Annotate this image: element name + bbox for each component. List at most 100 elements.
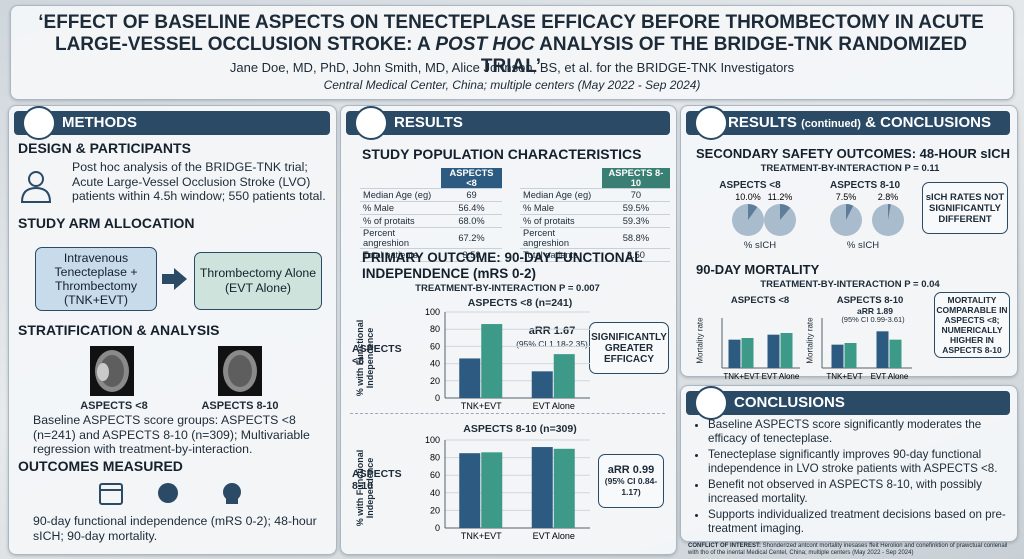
scan-label: ASPECTS 8-10 [201, 400, 279, 412]
person-icon [20, 171, 52, 203]
table-row: Total patients 3.50 [360, 248, 502, 262]
outcomes-text: 90-day functional independence (mRS 0-2)… [33, 514, 317, 543]
scan-label: ASPECTS <8 [80, 400, 148, 412]
pie-label: % sICH [846, 240, 880, 251]
conclusion-item: Benefit not observed in ASPECTS 8-10, wi… [708, 478, 1018, 505]
conclusion-item: Supports individualized treatment decisi… [708, 508, 1018, 535]
callout: aRR 0.99 (95% CI 0.84-1.17) [598, 454, 664, 508]
table-row: Median Age (eg) 70 [520, 188, 670, 202]
table-cell: % Male [360, 201, 442, 215]
scan-image [218, 346, 262, 396]
table-cell: 56.4% [441, 201, 502, 215]
design-heading: DESIGN & PARTICIPANTS [18, 140, 191, 156]
footer-text: Shonderized antcont mortality inesases f… [688, 543, 1008, 556]
table-cell: % of protaits [520, 214, 602, 228]
stratification-heading: STRATIFICATION & ANALYSIS [18, 322, 220, 338]
population-heading: STUDY POPULATION CHARACTERISTICS [362, 146, 642, 162]
table-row: Percent angreshion 58.8% [520, 227, 670, 249]
conclusions-bar: CONCLUSIONS [686, 386, 1010, 420]
table-cell: 67.2% [441, 227, 502, 249]
chart-title: ASPECTS <8 (n=241) [467, 297, 573, 309]
pie-label: % sICH [743, 240, 777, 251]
table-row: Percent angreshion 67.2% [360, 227, 502, 249]
table-row: % of protaits 59.3% [520, 214, 670, 228]
annotation: aRR 1.67 [528, 325, 576, 337]
table-cell: Total patients [520, 248, 602, 262]
mortality-heading: 90-DAY MORTALITY [696, 262, 820, 277]
table-cell: 3.50 [441, 248, 502, 262]
y-label: % with Functional Independence [355, 319, 375, 397]
design-text: Post hoc analysis of the BRIDGE-TNK tria… [72, 160, 326, 203]
chart-title: ASPECTS <8 [730, 295, 790, 306]
conclusions-heading: CONCLUSIONS [734, 394, 845, 411]
table-cell: Percent angreshion [520, 227, 602, 249]
callout: sICH RATES NOT SIGNIFICANTLY DIFFERENT [922, 182, 1008, 234]
interaction: TREATMENT-BY-INTERACTION P = 0.11 [760, 163, 940, 174]
y-label: % with Functional Independence [355, 449, 375, 527]
title-part: POST HOC [435, 34, 535, 55]
table-cell: Median Age (eg) [520, 188, 602, 202]
table-cell: Total patients [360, 248, 442, 262]
conclusion-list: Baseline ASPECTS score significantly mod… [694, 418, 1018, 538]
methods-heading: METHODS [62, 114, 137, 131]
table-cell: 69 [441, 188, 502, 202]
table-header: ASPECTS <8 [441, 168, 502, 189]
row-label: ASPECTS <8 [352, 343, 402, 367]
book-icon [694, 386, 728, 420]
primary-heading: PRIMARY OUTCOME: 90-DAY FUNCTIONAL INDEP… [362, 250, 643, 281]
secondary-heading: SECONDARY SAFETY OUTCOMES: 48-HOUR sICH [696, 146, 1010, 161]
table-cell: 59.5% [601, 201, 670, 215]
annotation: (95% CI 0.84-1.17) [604, 475, 658, 497]
stratification-text: Baseline ASPECTS score groups: ASPECTS <… [33, 413, 310, 456]
outcomes-heading: OUTCOMES MEASURED [18, 458, 183, 474]
table-row: % of protaits 68.0% [360, 214, 502, 228]
y-label: Mortality rate [805, 317, 815, 364]
arm-box: Intravenous Tenecteplase + Thrombectomy … [35, 247, 157, 311]
table-cell: 2.50 [601, 248, 670, 262]
table: ASPECTS 8-10 Median Age (eg) 70% Male 59.5… [520, 168, 670, 262]
chart-title: ASPECTS 8-10 (n=309) [463, 423, 577, 435]
heading-part: RESULTS [728, 114, 802, 131]
title-part: ANALYSIS OF THE BRIDGE-TNK RANDOMIZED TR… [480, 34, 968, 77]
arm-box: Thrombectomy Alone (EVT Alone) [194, 252, 322, 310]
heading-part: (continued) [801, 118, 861, 130]
conclusion-item: Tenecteplase significantly improves 90-d… [708, 448, 1018, 475]
table: ASPECTS <8 Median Age (eg) 69% Male 56.4%%… [360, 168, 502, 262]
table-cell: % of protaits [360, 214, 442, 228]
title-part: ‘EFFECT OF BASELINE ASPECTS ON TENECTEPL… [38, 12, 984, 55]
annotation: (95% CI 0.99-3.61) [841, 315, 905, 324]
table-row: Median Age (eg) 69 [360, 188, 502, 202]
results-heading: RESULTS [394, 114, 463, 131]
table-cell: Percent angreshion [360, 227, 442, 249]
conclusion-item: Baseline ASPECTS score significantly mod… [708, 418, 1018, 445]
title: ‘EFFECT OF BASELINE ASPECTS ON TENECTEPL… [30, 12, 992, 78]
table-header: ASPECTS 8-10 [601, 168, 670, 189]
chart-icon [354, 106, 388, 140]
footer-label: CONFLICT OF INTEREST: [688, 543, 761, 549]
methods-panel [8, 105, 337, 555]
annotation: aRR 0.99 [607, 463, 655, 476]
heading-part: & CONCLUSIONS [860, 114, 991, 131]
table-row: % Male 59.5% [520, 201, 670, 215]
interaction: TREATMENT-BY-INTERACTION P = 0.04 [760, 279, 940, 290]
callout: SIGNIFICANTLY GREATER EFFICACY [589, 322, 669, 374]
arrow [162, 268, 187, 290]
divider [350, 413, 665, 414]
interaction: TREATMENT-BY-INTERACTION P = 0.007 [415, 283, 600, 294]
y-label: Mortality rate [695, 317, 705, 364]
table-cell: 70 [601, 188, 670, 202]
table-row: Total patients 2.50 [520, 248, 670, 262]
table-cell: 68.0% [441, 214, 502, 228]
chart-title: ASPECTS 8-10 [829, 180, 901, 191]
annotation: (95% CI 1.18-2.35) [516, 339, 588, 349]
callout: MORTALITY COMPARABLE IN ASPECTS <8; NUME… [934, 292, 1010, 358]
annotation: aRR 1.89 [857, 306, 893, 316]
authors: Jane Doe, MD, PhD, John Smith, MD, Alice… [229, 60, 795, 75]
table-cell: 58.8% [601, 227, 670, 249]
scan-image [90, 346, 134, 396]
header-panel [10, 5, 1014, 100]
table-row: % Male 56.4% [360, 201, 502, 215]
affiliation: Central Medical Center, China; multiple … [323, 78, 701, 92]
table-cell: 59.3% [601, 214, 670, 228]
